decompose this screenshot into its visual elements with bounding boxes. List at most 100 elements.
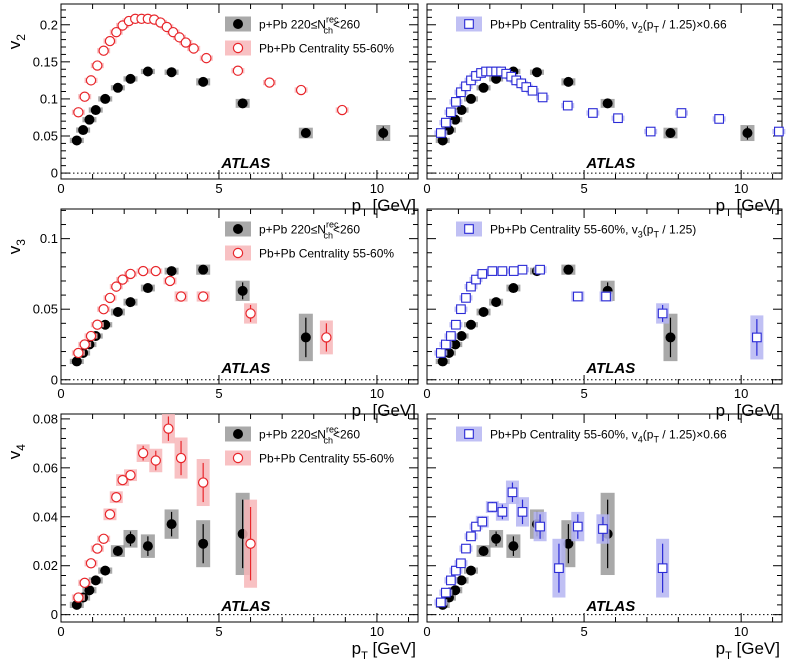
data-point xyxy=(665,128,676,139)
data-point xyxy=(465,565,476,576)
data-point xyxy=(563,264,574,275)
data-point xyxy=(456,558,466,569)
data-point xyxy=(117,474,128,486)
data-point xyxy=(79,91,90,102)
plot-frame xyxy=(426,413,783,623)
series-scaled xyxy=(434,264,764,360)
data-point xyxy=(78,125,89,136)
data-point xyxy=(150,265,161,277)
x-tick-label: 5 xyxy=(215,624,222,639)
legend-label: Pb+Pb Centrality 55-60%, v3(pT / 1.25) xyxy=(490,223,696,240)
data-point xyxy=(112,82,123,93)
data-point xyxy=(142,541,153,552)
series-ppb xyxy=(435,264,678,367)
data-point xyxy=(198,264,209,275)
data-point xyxy=(537,92,548,103)
data-point xyxy=(456,575,467,586)
data-point xyxy=(300,332,311,343)
data-point xyxy=(487,502,498,512)
data-point xyxy=(752,332,762,343)
data-point xyxy=(440,339,451,350)
data-point xyxy=(73,592,84,603)
x-tick-label: 0 xyxy=(57,181,64,196)
x-axis-label: pT [GeV] xyxy=(716,196,780,219)
data-point xyxy=(92,60,103,71)
data-point xyxy=(613,113,623,124)
data-point xyxy=(471,521,481,532)
data-point xyxy=(450,585,461,596)
data-point xyxy=(478,307,489,318)
data-point xyxy=(477,516,488,527)
data-point xyxy=(150,455,161,466)
y-tick-label: 0.02 xyxy=(33,558,58,573)
legend-entry: Pb+Pb Centrality 55-60% xyxy=(225,450,394,466)
data-point xyxy=(112,307,123,318)
data-point xyxy=(104,35,116,47)
y-tick-label: 0.08 xyxy=(33,411,58,426)
data-point xyxy=(456,105,467,116)
y-tick-label: 0.06 xyxy=(33,460,58,475)
data-point xyxy=(166,519,177,530)
data-point xyxy=(90,575,101,586)
data-point xyxy=(232,65,244,76)
data-point xyxy=(508,541,519,552)
x-tick-label: 5 xyxy=(580,181,587,196)
data-point xyxy=(264,77,275,88)
data-point xyxy=(437,135,448,146)
atlas-label: ATLAS xyxy=(585,598,635,615)
x-axis-label: pT [GeV] xyxy=(352,401,416,424)
series-pbpb xyxy=(71,265,333,359)
data-point xyxy=(466,281,476,292)
data-point xyxy=(188,43,199,54)
data-point xyxy=(180,37,191,48)
data-point xyxy=(437,356,448,367)
data-point xyxy=(245,538,256,549)
data-point xyxy=(531,67,542,78)
data-point xyxy=(117,274,128,285)
y-tick-label: 0.1 xyxy=(40,231,58,246)
data-point xyxy=(435,597,446,608)
data-point xyxy=(477,269,488,279)
series-scaled xyxy=(434,480,670,608)
atlas-label: ATLAS xyxy=(220,360,270,377)
y-tick-label: 0.05 xyxy=(33,128,58,143)
legend-label: Pb+Pb Centrality 55-60% xyxy=(259,247,394,261)
data-point xyxy=(517,264,528,275)
data-point xyxy=(563,76,574,87)
data-point xyxy=(451,97,461,107)
data-point xyxy=(321,332,332,343)
legend-label: p+Pb 220≤Nrec ch<260 xyxy=(259,425,360,446)
data-point xyxy=(237,285,248,296)
data-point xyxy=(98,304,109,315)
legend-entry: Pb+Pb Centrality 55-60%, v3(pT / 1.25) xyxy=(456,221,696,240)
data-point xyxy=(378,128,389,139)
y-tick-label: 0.04 xyxy=(33,509,58,524)
y-tick-label: 0.15 xyxy=(33,54,58,69)
series-ppb xyxy=(69,66,391,146)
data-point xyxy=(166,266,177,277)
x-tick-label: 0 xyxy=(423,181,430,196)
data-point xyxy=(92,543,103,554)
data-point xyxy=(588,108,598,118)
data-point xyxy=(456,304,466,315)
legend-marker xyxy=(233,429,243,439)
legend-marker xyxy=(232,452,244,464)
data-point xyxy=(197,477,209,488)
data-point xyxy=(535,264,545,275)
data-point xyxy=(440,117,451,128)
data-point xyxy=(527,85,538,96)
x-tick-label: 0 xyxy=(57,386,64,401)
data-point xyxy=(572,521,583,532)
data-point xyxy=(137,447,149,459)
data-point xyxy=(198,538,209,549)
legend-entry: Pb+Pb Centrality 55-60%, v2(pT / 1.25)×0… xyxy=(456,16,727,35)
data-point xyxy=(562,100,573,111)
data-point xyxy=(451,565,461,576)
atlas-label: ATLAS xyxy=(585,155,635,172)
data-point xyxy=(491,73,502,84)
data-point xyxy=(572,291,583,302)
data-point xyxy=(237,98,248,109)
data-point xyxy=(465,319,476,330)
